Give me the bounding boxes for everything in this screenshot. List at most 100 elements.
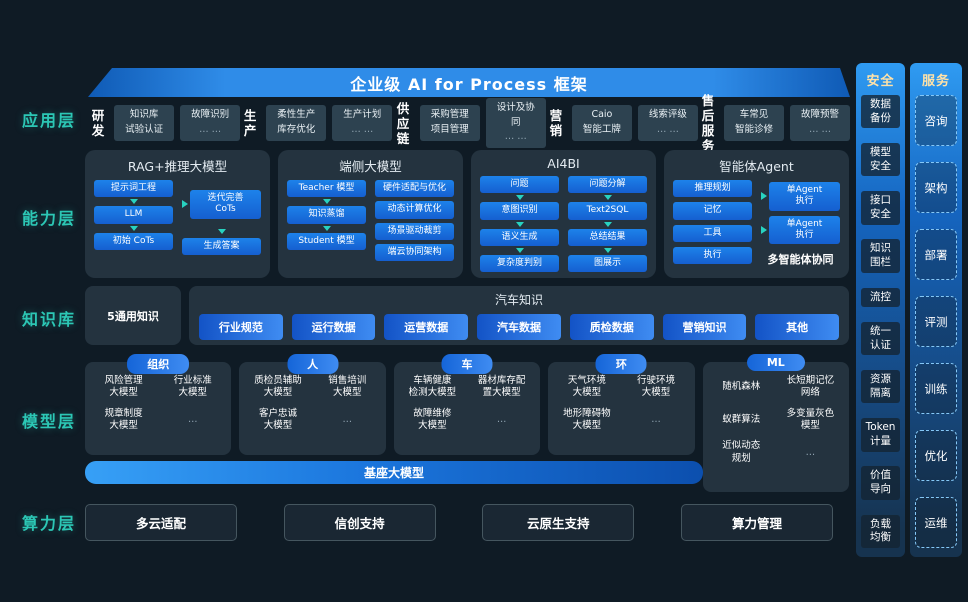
knowledge-pill: 质检数据 <box>569 314 654 340</box>
model-group-vehicle: 车 车辆健康 检测大模型 器材库存配 置大模型 故障维修 大模型 … <box>393 354 541 455</box>
edge-left-column: Teacher 模型 知识蒸馏 Student 模型 <box>287 180 366 261</box>
model-group-tag: ML <box>746 354 805 371</box>
model-item: 销售培训 大模型 <box>328 375 367 399</box>
app-box-line: 故障预警 <box>801 109 840 121</box>
app-box-line: 线索评级 <box>648 109 687 121</box>
app-box-line: 设计及协同 <box>496 101 535 128</box>
app-box-line: … … <box>199 124 222 135</box>
model-item: … <box>342 413 352 425</box>
app-group-aftersales: 售后 服务 车常见 智能诊修 故障预警 … … <box>698 93 851 153</box>
app-group-supply-chain: 供应 链 采购管理 项目管理 设计及协同 … … <box>392 97 546 149</box>
node: 单Agent 执行 <box>769 182 840 211</box>
service-item: 优化 <box>915 430 957 481</box>
app-box-line: 项目管理 <box>430 124 469 135</box>
app-box: 采购管理 项目管理 <box>419 105 480 141</box>
model-group-tag: 环 <box>595 354 647 374</box>
model-item: 车辆健康 检测大模型 <box>408 375 457 399</box>
node: 推理规划 <box>673 180 752 198</box>
model-group-tag: 组织 <box>127 354 190 374</box>
model-item: … <box>805 446 816 458</box>
compute-box: 信创支持 <box>283 504 436 541</box>
node: 知识蒸馏 <box>287 206 366 224</box>
node: 记忆 <box>673 202 752 220</box>
arrow-down-icon <box>515 247 524 253</box>
node: 端云协同架构 <box>375 243 454 261</box>
arrow-right-icon <box>182 200 188 209</box>
rag-left-column: 提示词工程 LLM 初始 CoTs <box>94 180 173 255</box>
model-item: 蚁群算法 <box>722 413 761 425</box>
model-item: … <box>496 413 507 425</box>
service-item: 训练 <box>915 363 957 414</box>
model-item: 天气环境 大模型 <box>567 375 606 399</box>
app-box: Caio 智能工牌 <box>571 105 632 141</box>
node: 硬件适配与优化 <box>375 180 454 198</box>
model-item: … <box>651 413 661 425</box>
app-box-line: 柔性生产 <box>277 109 316 121</box>
app-group-marketing: 营销 Caio 智能工牌 线索评级 … … <box>546 105 698 141</box>
app-box-line: Caio <box>591 109 613 121</box>
app-box: 线索评级 … … <box>637 105 698 141</box>
node: 总结结果 <box>568 228 647 246</box>
security-item: Token 计量 <box>861 418 900 452</box>
arrow-down-icon <box>322 199 331 205</box>
app-box: 生产计划 … … <box>332 105 393 141</box>
model-item: 客户忠诚 大模型 <box>259 407 298 432</box>
app-box-line: 智能工牌 <box>582 124 621 135</box>
app-group-rnd: 研发 知识库 试验认证 故障识别 … … <box>88 105 241 141</box>
arrow-down-icon <box>603 247 612 253</box>
knowledge-pill: 汽车数据 <box>477 314 561 340</box>
node: 初始 CoTs <box>94 232 173 250</box>
compute-box: 多云适配 <box>85 504 237 541</box>
security-item: 流控 <box>861 287 900 308</box>
model-layer-row: 组织 风险管理 大模型 行业标准 大模型 规章制度 大模型 … 人 质检员辅助 … <box>85 354 850 492</box>
app-group-label: 生产 <box>243 108 257 138</box>
app-box-line: 车常见 <box>739 109 769 121</box>
app-box: 故障识别 … … <box>180 105 241 141</box>
model-item: 行驶环境 大模型 <box>637 375 676 399</box>
security-item: 负载 均衡 <box>861 514 900 548</box>
service-item: 评测 <box>915 296 957 347</box>
app-box-line: … … <box>656 124 679 135</box>
node: 图展示 <box>568 254 647 272</box>
arrow-down-icon <box>217 228 226 234</box>
layer-label-compute: 算力层 <box>21 514 76 533</box>
arrow-down-icon <box>129 199 138 205</box>
knowledge-pill: 其他 <box>755 314 840 340</box>
model-item: 行业标准 大模型 <box>173 375 212 399</box>
ai4bi-right-column: 问题分解 Text2SQL 总结结果 图展示 <box>568 176 647 272</box>
node: Student 模型 <box>287 232 366 250</box>
app-box: 故障预警 … … <box>790 105 851 141</box>
app-box-line: 库存优化 <box>277 124 316 135</box>
security-item: 模型 安全 <box>861 143 900 177</box>
model-item: 规章制度 大模型 <box>104 407 143 432</box>
model-item: 随机森林 <box>722 381 761 393</box>
cap-title: 端侧大模型 <box>339 159 402 174</box>
service-item: 咨询 <box>915 95 957 146</box>
app-box: 知识库 试验认证 <box>114 105 175 141</box>
cap-title: 智能体Agent <box>719 159 794 174</box>
app-box-line: 故障识别 <box>191 109 230 121</box>
app-box-line: 知识库 <box>129 109 159 121</box>
cap-box-agent: 智能体Agent 推理规划 记忆 工具 执行 单Agent 执行 单Agent … <box>664 150 849 278</box>
arrow-down-icon <box>515 195 524 201</box>
agent-left-column: 推理规划 记忆 工具 执行 <box>673 180 752 267</box>
layer-label-capability: 能力层 <box>21 209 76 228</box>
compute-layer-row: 多云适配 信创支持 云原生支持 算力管理 <box>85 504 833 541</box>
node: 动态计算优化 <box>375 201 454 219</box>
security-item: 知识 围栏 <box>861 239 900 273</box>
app-box: 柔性生产 库存优化 <box>266 105 327 141</box>
node: 问题 <box>480 176 559 194</box>
capability-layer-row: RAG+推理大模型 提示词工程 LLM 初始 CoTs 迭代完善 CoTs 生成… <box>85 150 849 278</box>
app-box-line: 生产计划 <box>343 109 382 121</box>
node: 生成答案 <box>182 237 261 255</box>
compute-box: 算力管理 <box>680 504 833 541</box>
app-group-production: 生产 柔性生产 库存优化 生产计划 … … <box>240 105 393 141</box>
cap-box-ai4bi: AI4BI 问题 意图识别 语义生成 复杂度判别 问题分解 Text2SQL 总… <box>471 150 656 278</box>
arrow-down-icon <box>603 195 612 201</box>
model-item: … <box>188 413 198 425</box>
app-box-line: … … <box>809 124 832 135</box>
node: 语义生成 <box>480 228 559 246</box>
node: 工具 <box>673 224 752 242</box>
model-item: 器材库存配 置大模型 <box>477 375 526 399</box>
arrow-down-icon <box>322 225 331 231</box>
